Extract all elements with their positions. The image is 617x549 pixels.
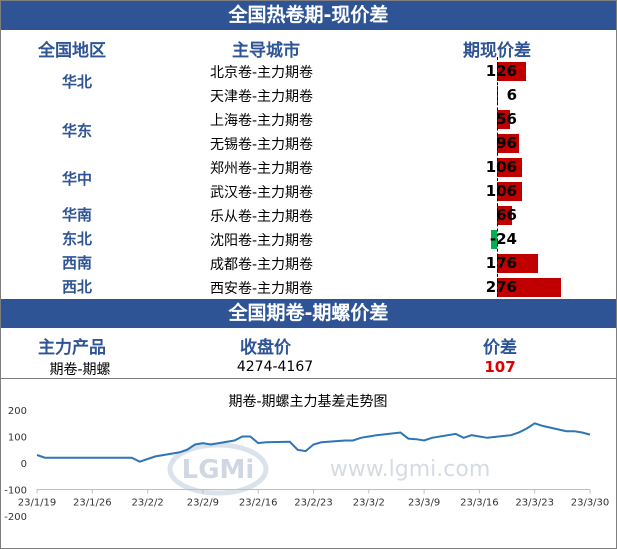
city-label: 郑州卷-主力期卷 [210, 161, 314, 177]
y-tick-label: 0 [21, 459, 27, 470]
basis-series-line [36, 422, 591, 463]
spread-value: 56 [496, 110, 517, 128]
region-huanan: 华南 [61, 206, 92, 224]
city-label: 北京卷-主力期卷 [210, 65, 314, 81]
close-price: 4274-4167 [236, 359, 314, 375]
city-label: 乐从卷-主力期卷 [210, 209, 314, 225]
section2-title: 全国期卷-期螺价差 [1, 299, 616, 328]
city-label: 上海卷-主力期卷 [210, 113, 314, 129]
watermark: LGMi www.lgmi.com [167, 442, 491, 496]
spread-value: 106 [485, 158, 517, 176]
spread-value: 96 [496, 134, 517, 152]
x-tick-label: 23/2/16 [239, 498, 278, 509]
x-tick-label: 23/3/30 [571, 498, 610, 509]
region-huadong: 华东 [61, 122, 92, 140]
x-tick-label: 23/3/2 [353, 498, 385, 509]
product-name: 期卷-期螺 [49, 362, 111, 378]
spread-value: 66 [496, 206, 517, 224]
spread-bar [497, 158, 522, 177]
spread-value: 276 [485, 278, 517, 296]
spread-value: 106 [485, 182, 517, 200]
spread-value: -24 [489, 230, 517, 248]
spread-value: 176 [485, 254, 517, 272]
bar-zero-axis [497, 57, 498, 297]
spread-bar [497, 254, 538, 273]
spread-value: 126 [485, 62, 517, 80]
city-label: 沈阳卷-主力期卷 [210, 233, 314, 249]
spread-bar [491, 230, 497, 249]
spread-value: 6 [506, 86, 517, 104]
col-region-header: 全国地区 [38, 41, 106, 61]
spread-bar [497, 182, 522, 201]
region-huabei: 华北 [61, 73, 92, 91]
spread-bar [497, 278, 561, 297]
col-spread-header: 期现价差 [463, 41, 531, 61]
city-label: 无锡卷-主力期卷 [210, 137, 314, 153]
city-label: 成都卷-主力期卷 [210, 257, 314, 273]
spread-bar [497, 206, 513, 225]
y-tick-label: -100 [4, 486, 27, 497]
chart-separator [1, 378, 616, 379]
region-xibei: 西北 [61, 278, 92, 296]
watermark-url: www.lgmi.com [330, 457, 491, 482]
col-product-header: 主力产品 [38, 338, 106, 358]
col-diff-header: 价差 [483, 338, 517, 358]
chart-title: 期卷-期螺主力基差走势图 [228, 393, 387, 410]
x-tick-label: 23/2/2 [132, 498, 164, 509]
spread-bar [497, 134, 520, 153]
x-tick-label: 23/3/16 [460, 498, 499, 509]
y-tick-label: -200 [4, 512, 27, 523]
y-tick-label: 100 [8, 433, 27, 444]
x-tick-label: 23/3/23 [515, 498, 554, 509]
col-city-header: 主导城市 [232, 41, 300, 61]
x-tick-label: 23/2/23 [294, 498, 333, 509]
city-label: 武汉卷-主力期卷 [210, 185, 314, 201]
y-tick-label: 200 [8, 406, 27, 417]
product-spread: 107 [484, 358, 516, 376]
section1-title: 全国热卷期-现价差 [1, 1, 616, 30]
city-label: 西安卷-主力期卷 [210, 281, 314, 297]
basis-trend-chart: 期卷-期螺主力基差走势图 LGMi www.lgmi.com 200 100 0 -1… [4, 393, 610, 523]
region-dongbei: 东北 [61, 230, 92, 248]
col-close-header: 收盘价 [240, 338, 291, 358]
region-xinan: 西南 [61, 254, 92, 272]
x-tick-label: 23/2/9 [187, 498, 219, 509]
x-tick-label: 23/3/9 [408, 498, 440, 509]
spread-bar [497, 110, 510, 129]
region-huazhong: 华中 [61, 170, 92, 188]
city-label: 天津卷-主力期卷 [210, 89, 314, 105]
x-tick-label: 23/1/19 [18, 498, 57, 509]
spread-bar [497, 62, 527, 81]
watermark-logo: LGMi [182, 455, 255, 485]
x-tick-label: 23/1/26 [73, 498, 112, 509]
